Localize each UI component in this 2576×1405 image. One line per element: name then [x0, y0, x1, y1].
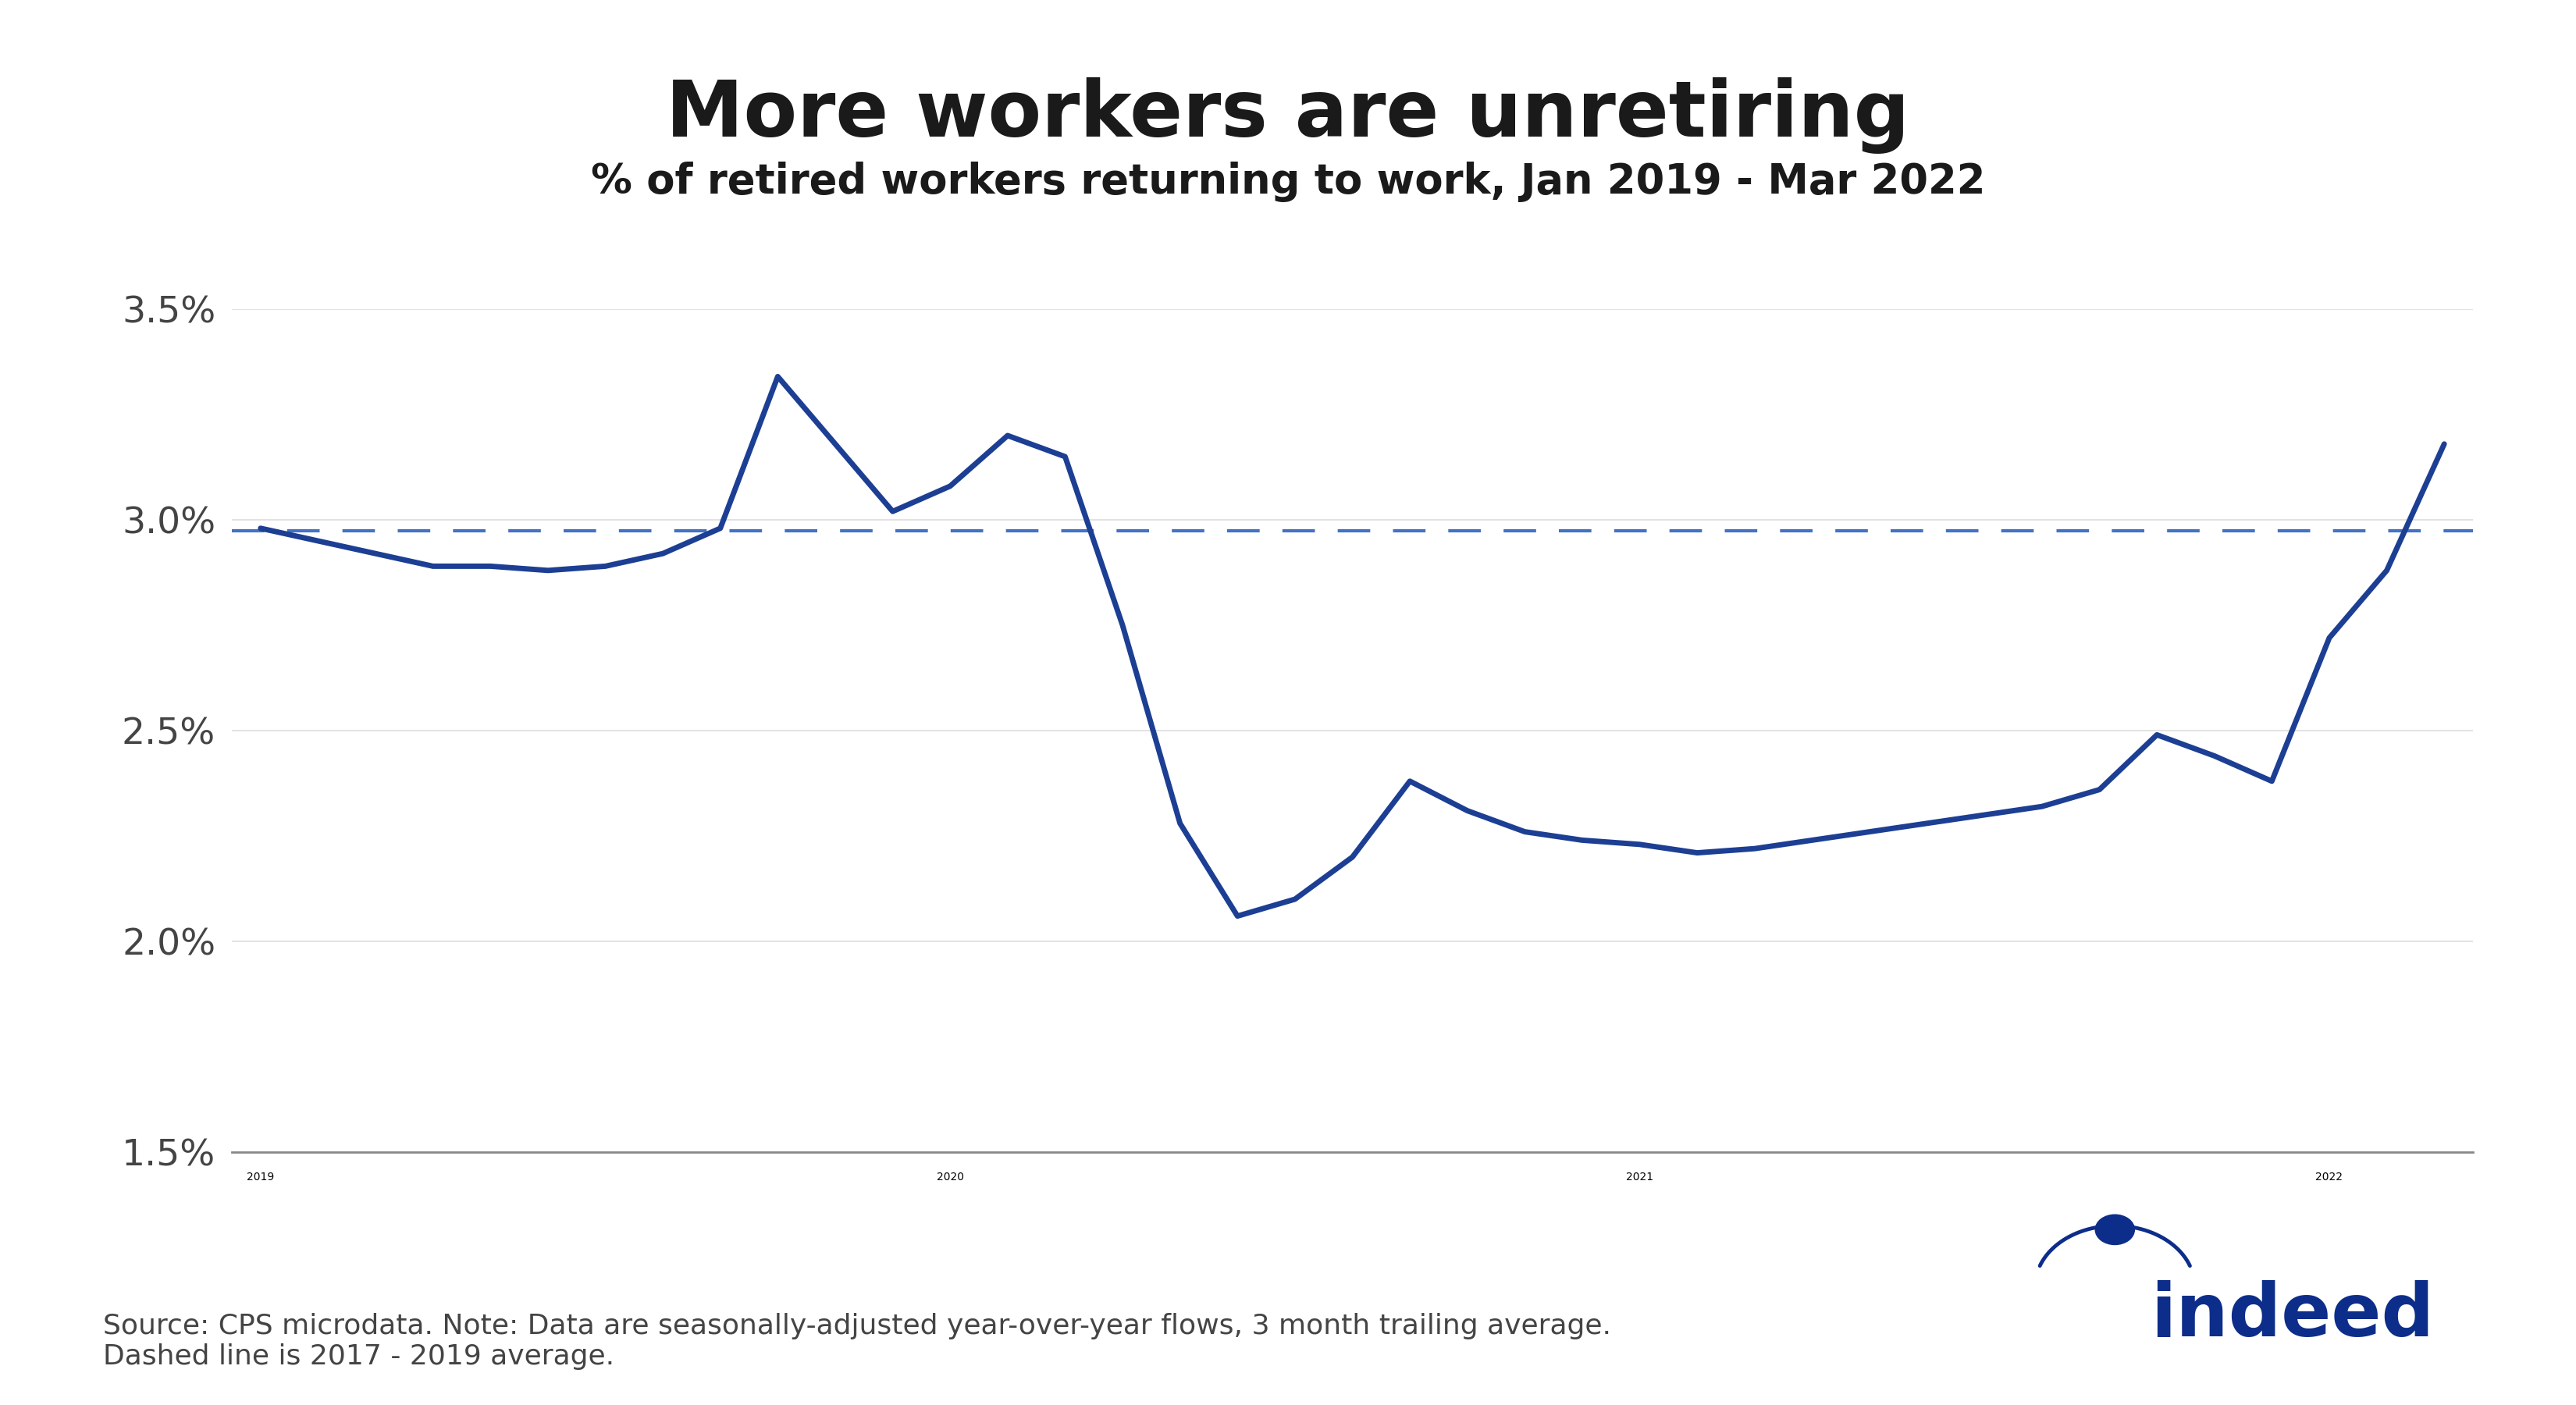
Circle shape [2094, 1215, 2136, 1245]
Text: indeed: indeed [2151, 1280, 2434, 1352]
Text: % of retired workers returning to work, Jan 2019 - Mar 2022: % of retired workers returning to work, … [590, 162, 1986, 202]
Text: Source: CPS microdata. Note: Data are seasonally-adjusted year-over-year flows, : Source: CPS microdata. Note: Data are se… [103, 1312, 1610, 1370]
Text: More workers are unretiring: More workers are unretiring [667, 77, 1909, 153]
